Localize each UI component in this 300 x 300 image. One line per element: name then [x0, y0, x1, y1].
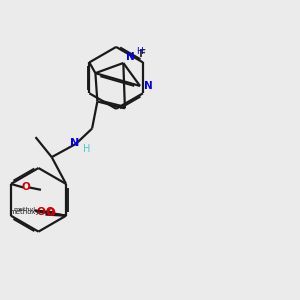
Text: N: N — [144, 81, 153, 91]
Text: N: N — [126, 52, 135, 61]
Text: O: O — [36, 207, 45, 217]
Text: H: H — [136, 47, 143, 56]
Text: O: O — [22, 182, 31, 193]
Text: methoxy: methoxy — [10, 209, 40, 215]
Text: O: O — [46, 208, 55, 218]
Text: F: F — [140, 49, 146, 59]
Text: methyl: methyl — [14, 207, 35, 212]
Text: O: O — [45, 207, 54, 217]
Text: N: N — [70, 138, 79, 148]
Text: H: H — [83, 144, 91, 154]
